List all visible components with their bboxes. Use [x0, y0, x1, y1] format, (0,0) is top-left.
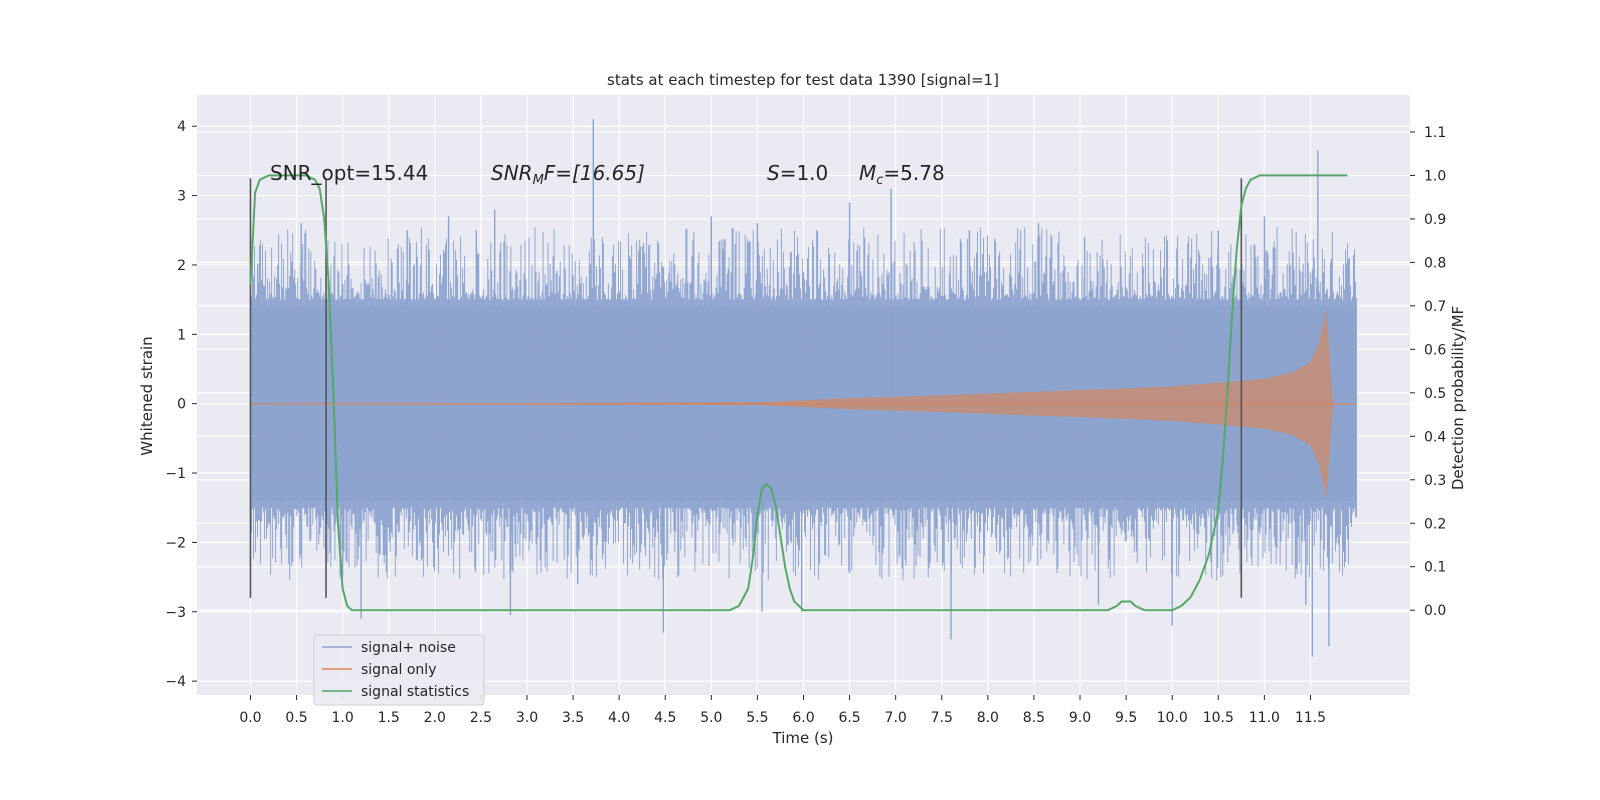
y-right-tick-label: 0.7 — [1424, 299, 1446, 315]
series-signal-only — [250, 306, 1357, 501]
s-value: =1.0 — [780, 161, 829, 185]
annotation-mc: Mc=5.78 — [859, 161, 945, 188]
y-right-tick-label: 0.6 — [1424, 342, 1446, 358]
annotation-snr-opt: SNR_opt=15.44 — [270, 161, 428, 185]
mc-label: M — [859, 161, 876, 185]
x-tick-label: 6.0 — [792, 710, 814, 726]
y-left-tick-label: 3 — [177, 189, 186, 205]
x-tick-label: 10.0 — [1157, 710, 1188, 726]
y-right-tick-label: 0.4 — [1424, 429, 1446, 445]
x-tick-label: 11.5 — [1295, 710, 1326, 726]
y-left-tick-label: 1 — [177, 327, 186, 343]
legend: signal+ noise signal only signal statist… — [313, 634, 485, 706]
y-right-tick-label: 0.5 — [1424, 386, 1446, 402]
y-left-tick-labels: 4 3 2 1 0 −1 −2 −3 −4 — [165, 119, 197, 690]
x-tick-label: 10.5 — [1203, 710, 1234, 726]
x-tick-label: 0.0 — [239, 710, 261, 726]
x-tick-label: 6.5 — [838, 710, 860, 726]
snr-mf-sub: M — [533, 173, 544, 188]
x-tick-label: 5.5 — [746, 710, 768, 726]
snr-mf-value: F=[16.65] — [544, 161, 645, 185]
legend-label-stats: signal statistics — [361, 684, 469, 700]
x-tick-label: 1.0 — [332, 710, 354, 726]
x-tick-label: 0.5 — [285, 710, 307, 726]
y-right-tick-label: 1.1 — [1424, 125, 1446, 141]
mc-sub: c — [876, 173, 883, 188]
x-tick-label: 9.5 — [1115, 710, 1137, 726]
chart-title: stats at each timestep for test data 139… — [607, 71, 999, 89]
x-tick-label: 9.0 — [1069, 710, 1091, 726]
y-left-tick-label: 4 — [177, 119, 186, 135]
s-label: S — [767, 161, 780, 185]
legend-box — [313, 634, 485, 706]
x-axis-label: Time (s) — [772, 729, 834, 747]
legend-label-signal: signal only — [361, 662, 436, 678]
x-tick-label: 1.5 — [378, 710, 400, 726]
y-right-tick-labels: 1.1 1.0 0.9 0.8 0.7 0.6 0.5 0.4 0.3 0.2 0.1 0.0 — [1410, 125, 1446, 619]
y-axis-label-right: Detection probability/MF — [1449, 306, 1467, 490]
y-right-tick-label: 0.3 — [1424, 473, 1446, 489]
x-tick-label: 7.5 — [931, 710, 953, 726]
x-tick-label: 4.0 — [608, 710, 630, 726]
x-tick-label: 2.5 — [470, 710, 492, 726]
y-left-tick-label: 0 — [177, 397, 186, 413]
snr-mf-label: SNR — [491, 161, 533, 185]
x-tick-label: 11.0 — [1249, 710, 1280, 726]
x-tick-label: 2.0 — [424, 710, 446, 726]
x-tick-label: 5.0 — [700, 710, 722, 726]
mc-value: =5.78 — [883, 161, 944, 185]
y-right-tick-label: 0.1 — [1424, 560, 1446, 576]
y-right-tick-label: 0.0 — [1424, 603, 1446, 619]
legend-label-noise: signal+ noise — [361, 640, 456, 656]
y-left-tick-label: −4 — [165, 674, 186, 690]
y-left-tick-label: −2 — [165, 535, 186, 551]
x-tick-label: 7.0 — [885, 710, 907, 726]
x-tick-label: 3.0 — [516, 710, 538, 726]
y-left-tick-label: 2 — [177, 258, 186, 274]
x-tick-label: 4.5 — [654, 710, 676, 726]
x-tick-labels: 0.0 0.5 1.0 1.5 2.0 2.5 3.0 3.5 4.0 4.5 5.0 5.5 6.0 6… — [239, 695, 1326, 726]
y-right-tick-label: 0.9 — [1424, 212, 1446, 228]
y-right-tick-label: 0.2 — [1424, 516, 1446, 532]
y-left-tick-label: −1 — [165, 466, 186, 482]
x-tick-label: 8.5 — [1023, 710, 1045, 726]
y-right-tick-label: 0.8 — [1424, 255, 1446, 271]
x-tick-label: 8.0 — [977, 710, 999, 726]
stats-line — [249, 174, 1348, 612]
x-tick-label: 3.5 — [562, 710, 584, 726]
series-signal-statistics — [249, 174, 1348, 612]
annotation-snr-mf: SNRMF=[16.65] — [491, 161, 645, 188]
y-axis-label-left: Whitened strain — [138, 336, 156, 455]
y-right-tick-label: 1.0 — [1424, 168, 1446, 184]
annotation-s: S=1.0 — [767, 161, 828, 185]
noise-extreme-peaks — [257, 119, 1353, 657]
y-left-tick-label: −3 — [165, 605, 186, 621]
